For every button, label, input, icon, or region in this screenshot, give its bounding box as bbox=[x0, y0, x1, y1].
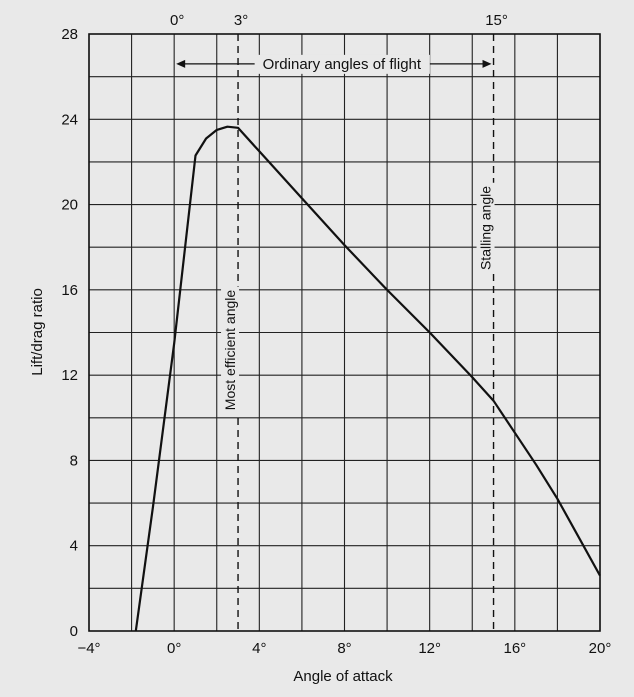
x-tick-label: 4° bbox=[252, 640, 266, 657]
y-axis-ticks: 0 4 8 12 16 20 24 28 bbox=[61, 26, 78, 640]
annotation-arrow-left bbox=[176, 59, 186, 68]
top-labels: 3° 15° 0° bbox=[170, 12, 508, 29]
x-axis-label: Angle of attack bbox=[293, 668, 393, 685]
y-tick-label: 16 bbox=[61, 282, 78, 299]
y-axis-label: Lift/drag ratio bbox=[29, 288, 46, 376]
y-tick-label: 12 bbox=[61, 367, 78, 384]
top-label: 3° bbox=[234, 12, 248, 29]
x-tick-label: 20° bbox=[589, 640, 612, 657]
x-axis-ticks: −4° 0° 4° 8° 12° 16° 20° bbox=[77, 640, 611, 657]
reference-label-group: Stalling angle bbox=[476, 182, 495, 274]
grid bbox=[88, 33, 601, 632]
reference-line-label: Stalling angle bbox=[478, 186, 494, 270]
reference-line-label: Most efficient angle bbox=[222, 290, 238, 411]
y-tick-label: 28 bbox=[61, 26, 78, 43]
y-tick-label: 0 bbox=[70, 623, 78, 640]
reference-lines: Most efficient angle Stalling angle bbox=[221, 34, 495, 631]
annotation-group: Ordinary angles of flight bbox=[176, 54, 492, 74]
x-tick-label: 8° bbox=[337, 640, 351, 657]
y-tick-label: 4 bbox=[70, 538, 78, 555]
y-tick-label: 20 bbox=[61, 197, 78, 214]
top-label: 0° bbox=[170, 12, 184, 29]
x-tick-label: 12° bbox=[418, 640, 441, 657]
top-label: 15° bbox=[485, 12, 508, 29]
x-tick-label: 16° bbox=[503, 640, 526, 657]
x-tick-label: 0° bbox=[167, 640, 181, 657]
y-tick-label: 8 bbox=[70, 452, 78, 469]
y-tick-label: 24 bbox=[61, 111, 78, 128]
series-layer bbox=[134, 125, 601, 632]
series-line bbox=[134, 125, 601, 632]
reference-label-bg bbox=[476, 182, 495, 274]
reference-label-bg bbox=[221, 286, 240, 414]
reference-label-group: Most efficient angle bbox=[221, 286, 240, 414]
annotation-label: Ordinary angles of flight bbox=[263, 56, 422, 73]
annotation-arrow-right bbox=[482, 59, 492, 68]
x-tick-label: −4° bbox=[77, 640, 100, 657]
plot-frame bbox=[88, 33, 601, 632]
annotation-bg bbox=[254, 54, 430, 74]
